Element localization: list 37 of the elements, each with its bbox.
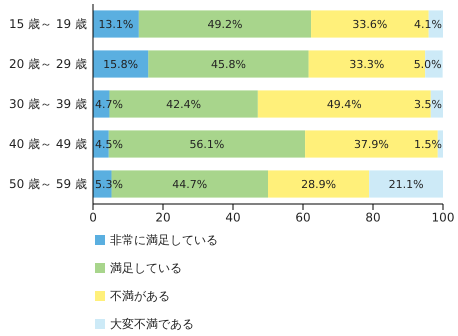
y-tick-label: 50 歳～ 59 歳 <box>9 176 87 191</box>
data-label: 42.4% <box>166 98 202 111</box>
bar <box>138 10 312 38</box>
y-tick-label: 15 歳～ 19 歳 <box>9 16 87 31</box>
x-tick-label: 40 <box>225 210 241 225</box>
data-label: 5.3% <box>95 178 123 191</box>
bar <box>93 50 148 78</box>
data-label: 15.8% <box>103 58 138 71</box>
data-label: 44.7% <box>172 178 208 191</box>
bar <box>369 170 443 198</box>
data-label: 4.5% <box>95 138 123 151</box>
y-tick-label: 40 歳～ 49 歳 <box>9 136 87 151</box>
data-label: 56.1% <box>189 138 224 151</box>
legend-label: 大変不満である <box>110 317 194 332</box>
bar <box>268 170 370 198</box>
data-label: 21.1% <box>388 178 424 191</box>
data-label: 33.3% <box>349 58 384 71</box>
y-tick-label: 30 歳～ 39 歳 <box>9 96 87 111</box>
x-tick-label: 20 <box>155 210 171 225</box>
data-label: 49.4% <box>326 98 362 111</box>
data-label: 4.7% <box>95 98 123 111</box>
legend-label: 不満がある <box>110 289 170 304</box>
data-label: 49.2% <box>207 18 242 31</box>
bar <box>93 10 139 38</box>
legend-label: 満足している <box>110 261 182 276</box>
y-tick-label: 20 歳～ 29 歳 <box>9 56 87 71</box>
data-label: 37.9% <box>354 138 389 151</box>
x-tick-label: 100 <box>432 210 454 225</box>
data-label: 13.1% <box>98 18 134 31</box>
x-tick-label: 60 <box>295 210 311 225</box>
legend-label: 非常に満足している <box>110 233 218 248</box>
data-label: 28.9% <box>301 178 336 191</box>
data-label: 33.6% <box>352 18 388 31</box>
data-label: 45.8% <box>210 58 246 71</box>
bar <box>148 50 309 78</box>
x-tick-label: 80 <box>365 210 381 225</box>
x-tick-label: 0 <box>89 210 97 225</box>
